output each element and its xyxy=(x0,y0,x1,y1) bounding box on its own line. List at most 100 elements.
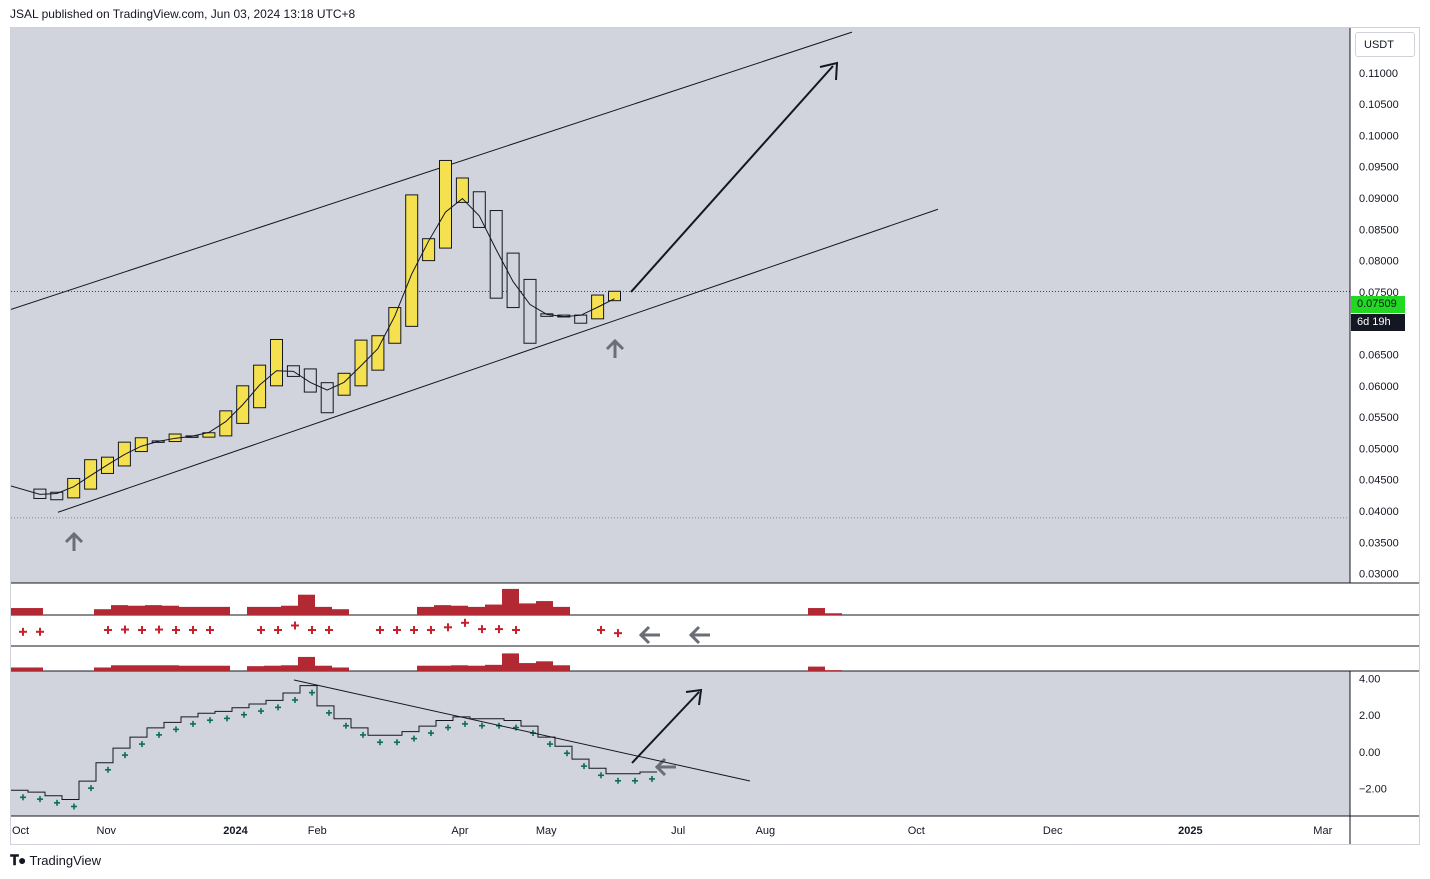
time-tick-label: 2025 xyxy=(1178,825,1202,837)
volume-histogram-1-bar xyxy=(145,605,162,615)
price-tick-label: 0.08500 xyxy=(1359,224,1399,236)
bear-candle xyxy=(574,314,588,324)
volume-histogram-1-bar xyxy=(417,606,434,615)
bull-candle xyxy=(67,477,81,499)
volume-histogram-1-bar xyxy=(434,605,451,615)
volume-histogram-2-bar xyxy=(553,665,570,671)
volume-histogram-1-bar xyxy=(332,609,349,615)
bull-candle xyxy=(253,364,267,409)
bull-candle xyxy=(455,177,469,203)
bear-candle xyxy=(303,368,317,393)
brand-label: TradingView xyxy=(29,853,102,868)
channel-upper-line xyxy=(11,31,853,310)
volume-histogram-1-bar xyxy=(281,605,298,615)
volume-histogram-2-bar xyxy=(94,667,111,671)
time-tick-label: Oct xyxy=(908,825,925,837)
volume-histogram-2-bar xyxy=(162,665,179,671)
volume-histogram-1-bar xyxy=(179,606,196,615)
price-tick-label: 0.04500 xyxy=(1359,475,1399,487)
volume-histogram-2-bar xyxy=(179,665,196,671)
oscillator-downtrend-line xyxy=(293,679,751,782)
currency-button[interactable]: USDT xyxy=(1355,32,1415,57)
time-tick-label: Oct xyxy=(12,825,29,837)
price-tick-label: 0.03000 xyxy=(1359,569,1399,581)
bear-candle xyxy=(320,382,334,414)
oscillator-tick-label: 0.00 xyxy=(1359,747,1380,759)
volume-histogram-2-bar xyxy=(502,653,519,671)
volume-histogram-2-bar xyxy=(128,665,145,671)
price-tick-label: 0.05500 xyxy=(1359,412,1399,424)
volume-histogram-2-bar xyxy=(111,665,128,671)
time-tick-label: Nov xyxy=(97,825,117,837)
time-tick-label: 2024 xyxy=(223,825,248,837)
volume-histogram-2-bar xyxy=(247,666,264,671)
bull-candle xyxy=(422,238,436,262)
volume-histogram-2-bar xyxy=(332,667,349,671)
price-tick-label: 0.04000 xyxy=(1359,506,1399,518)
price-axis-panel xyxy=(1350,28,1419,844)
price-tick-label: 0.11000 xyxy=(1359,68,1398,80)
volume-histogram-2-bar xyxy=(468,665,485,671)
volume-histogram-2-bar xyxy=(11,667,26,671)
time-tick-label: Mar xyxy=(1313,825,1332,837)
price-tick-label: 0.05000 xyxy=(1359,443,1399,455)
volume-histogram-1-bar xyxy=(825,613,842,615)
price-tick-label: 0.10500 xyxy=(1359,99,1399,111)
volume-histogram-1-bar xyxy=(468,606,485,615)
price-tick-label: 0.08000 xyxy=(1359,256,1399,268)
oscillator-breakout-arrow-shaft xyxy=(631,691,700,764)
price-tick-label: 0.09000 xyxy=(1359,193,1399,205)
footer-brand[interactable]: 𝐓● TradingView xyxy=(10,852,101,869)
gray-up-arrow-icon xyxy=(64,531,84,544)
indicator-pane-bg xyxy=(11,583,1419,671)
volume-histogram-2-bar xyxy=(196,665,213,671)
volume-histogram-2-bar xyxy=(451,665,468,671)
oscillator-breakout-arrow-head xyxy=(685,688,703,706)
bar-countdown-tag: 6d 19h xyxy=(1351,314,1405,331)
oscillator-step-line xyxy=(11,685,657,800)
volume-histogram-1-bar xyxy=(298,594,315,615)
volume-histogram-2-bar xyxy=(485,664,502,671)
plot-background xyxy=(11,28,1350,816)
volume-histogram-1-bar xyxy=(128,605,145,615)
volume-histogram-1-bar xyxy=(536,601,553,615)
volume-histogram-2-bar xyxy=(808,666,825,671)
time-tick-label: Aug xyxy=(756,825,776,837)
bull-candle xyxy=(270,338,283,387)
bear-candle xyxy=(50,491,64,501)
price-tick-label: 0.07500 xyxy=(1359,287,1399,299)
price-chart[interactable]: 0.115000.110000.105000.100000.095000.090… xyxy=(11,28,1419,844)
volume-histogram-1-bar xyxy=(315,606,332,615)
chart-frame: 0.115000.110000.105000.100000.095000.090… xyxy=(10,27,1420,845)
time-axis-panel xyxy=(11,816,1350,844)
volume-histogram-1-bar xyxy=(11,608,26,615)
gray-left-arrow-icon xyxy=(688,625,701,645)
projection-arrow-shaft xyxy=(630,65,834,293)
volume-histogram-2-bar xyxy=(536,661,553,671)
volume-histogram-1-bar xyxy=(519,603,536,615)
volume-histogram-2-bar xyxy=(519,663,536,671)
price-tick-label: 0.03500 xyxy=(1359,537,1399,549)
bear-candle xyxy=(506,252,520,309)
bull-candle xyxy=(84,459,98,490)
bear-candle xyxy=(489,210,503,299)
gray-up-arrow-icon xyxy=(605,338,625,351)
bull-candle xyxy=(354,339,368,387)
volume-histogram-1-bar xyxy=(162,605,179,615)
volume-histogram-1-bar xyxy=(247,606,264,615)
volume-histogram-2-bar xyxy=(264,665,281,671)
price-tick-label: 0.09500 xyxy=(1359,162,1399,174)
volume-histogram-2-bar xyxy=(145,665,162,671)
bear-candle xyxy=(472,191,486,228)
oscillator-tick-label: 4.00 xyxy=(1359,673,1380,685)
bull-candle xyxy=(608,290,621,302)
bear-candle xyxy=(523,278,537,344)
volume-histogram-1-bar xyxy=(213,606,230,615)
projection-arrow-head xyxy=(819,61,839,81)
volume-histogram-1-bar xyxy=(485,604,502,615)
volume-histogram-1-bar xyxy=(553,606,570,615)
volume-histogram-2-bar xyxy=(298,656,315,671)
volume-histogram-2-bar xyxy=(434,665,451,671)
price-tick-label: 0.10000 xyxy=(1359,130,1399,142)
volume-histogram-2-bar xyxy=(281,665,298,671)
